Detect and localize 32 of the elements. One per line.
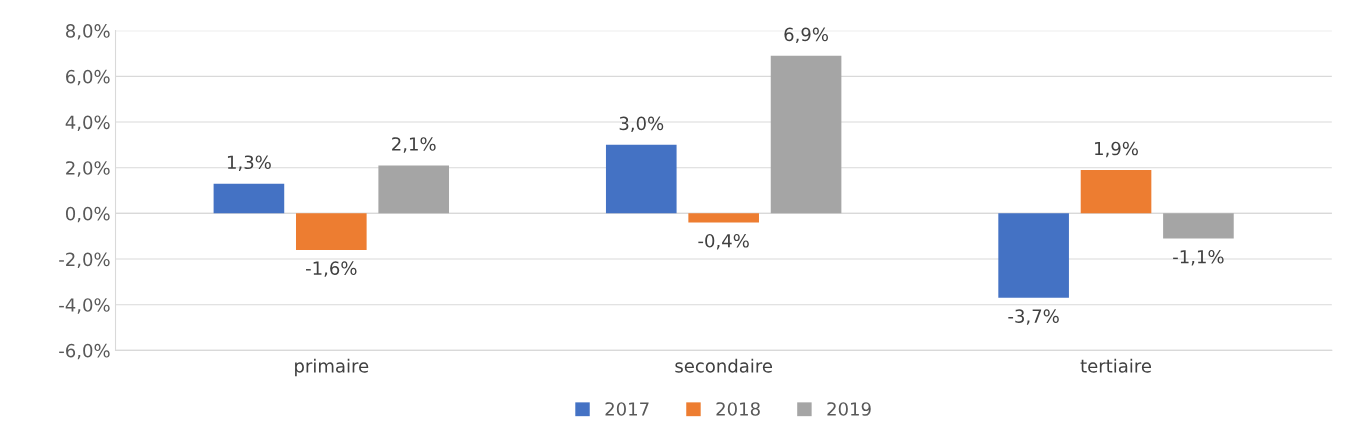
bar <box>378 165 450 214</box>
data-label: -1,1% <box>1173 249 1224 266</box>
data-label: 1,3% <box>227 155 271 171</box>
data-label: 6,9% <box>784 27 828 44</box>
data-label: -0,4% <box>698 233 749 250</box>
y-tick-label: -6,0% <box>59 343 110 360</box>
y-tick-label: -2,0% <box>59 252 110 268</box>
bar <box>1080 169 1152 214</box>
x-tick-label: primaire <box>295 358 369 377</box>
data-label: 1,9% <box>1095 141 1138 158</box>
y-tick-label: 4,0% <box>65 115 110 131</box>
bar <box>998 213 1069 298</box>
y-tick-label: -4,0% <box>59 298 110 314</box>
data-label: -1,6% <box>306 261 357 277</box>
data-label: -3,7% <box>1008 309 1059 325</box>
legend-label: 2019 <box>827 402 871 416</box>
y-tick-label: 2,0% <box>66 161 110 177</box>
y-tick-label: 6,0% <box>66 69 110 86</box>
data-label: 2,1% <box>392 137 436 153</box>
data-label: 3,0% <box>619 116 664 133</box>
bar <box>770 55 842 214</box>
bar <box>1163 213 1234 239</box>
legend-label: 2018 <box>716 402 760 416</box>
y-tick-label: 0,0% <box>65 206 110 223</box>
bar <box>605 144 677 214</box>
x-tick-label: tertiaire <box>1080 358 1152 373</box>
legend-label: 2017 <box>605 402 649 416</box>
bar <box>213 183 285 214</box>
bar <box>296 213 367 250</box>
y-tick-label: 8,0% <box>66 24 110 40</box>
x-tick-label: secondaire <box>675 358 772 373</box>
bar <box>688 213 759 223</box>
